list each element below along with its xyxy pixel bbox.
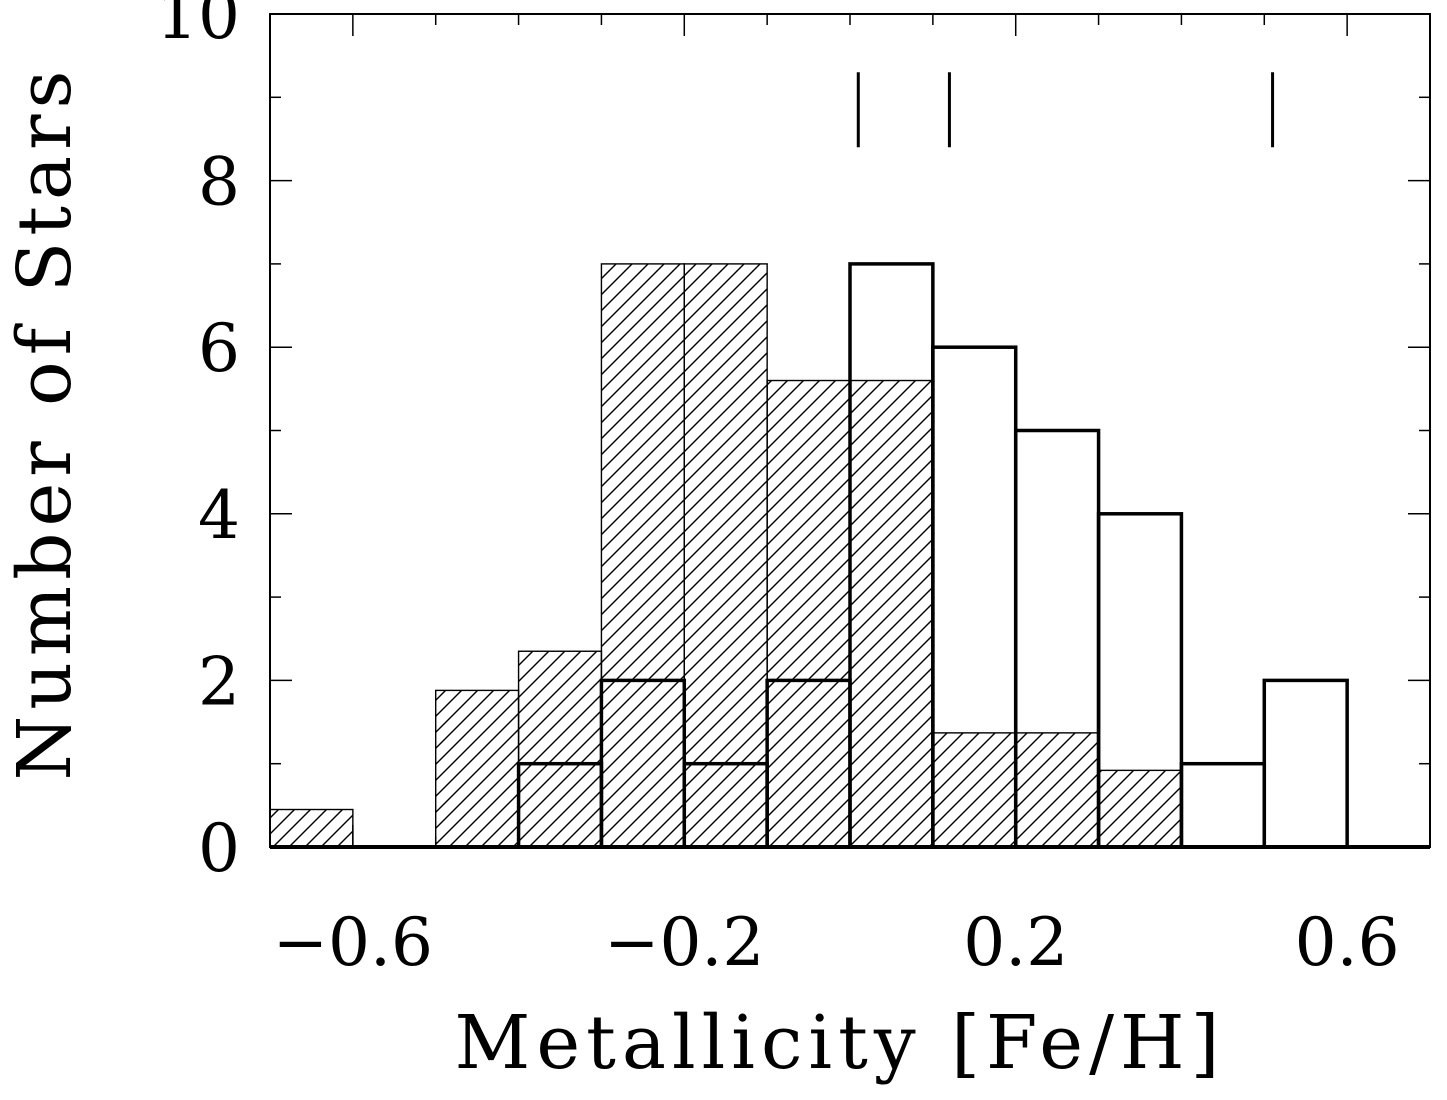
hatched-bin <box>849 379 934 848</box>
x-tick-labels: −0.6 −0.2 0.2 0.6 <box>273 904 1400 981</box>
y-tick-label: 10 <box>156 0 240 54</box>
hatched-bin <box>435 689 520 848</box>
y-tick-label: 8 <box>198 144 240 221</box>
y-axis-title: Number of Stars <box>2 64 88 780</box>
x-tick-label: −0.2 <box>604 904 764 981</box>
x-tick-label: 0.2 <box>963 904 1068 981</box>
hatched-bin <box>517 650 603 848</box>
y-tick-labels: 0 2 4 6 8 10 <box>156 0 240 887</box>
y-tick-label: 2 <box>198 643 240 720</box>
open-bin <box>1179 761 1267 849</box>
hatched-bin <box>1015 732 1100 848</box>
value-markers <box>856 72 1275 148</box>
hatched-histogram <box>269 263 1183 848</box>
x-tick-label: 0.6 <box>1295 904 1400 981</box>
open-bin <box>1262 678 1349 849</box>
y-tick-label: 0 <box>198 810 240 887</box>
hatched-bin <box>1097 769 1183 848</box>
y-tick-label: 4 <box>198 477 240 554</box>
hatched-bin <box>766 379 851 848</box>
hatched-bin <box>269 808 354 848</box>
hatched-bin <box>600 263 685 848</box>
hatched-bin <box>932 732 1017 848</box>
y-tick-label: 6 <box>198 310 240 387</box>
x-tick-label: −0.6 <box>273 904 433 981</box>
x-axis-title: Metallicity [Fe/H] <box>455 1000 1226 1086</box>
hatched-bin <box>683 263 768 848</box>
